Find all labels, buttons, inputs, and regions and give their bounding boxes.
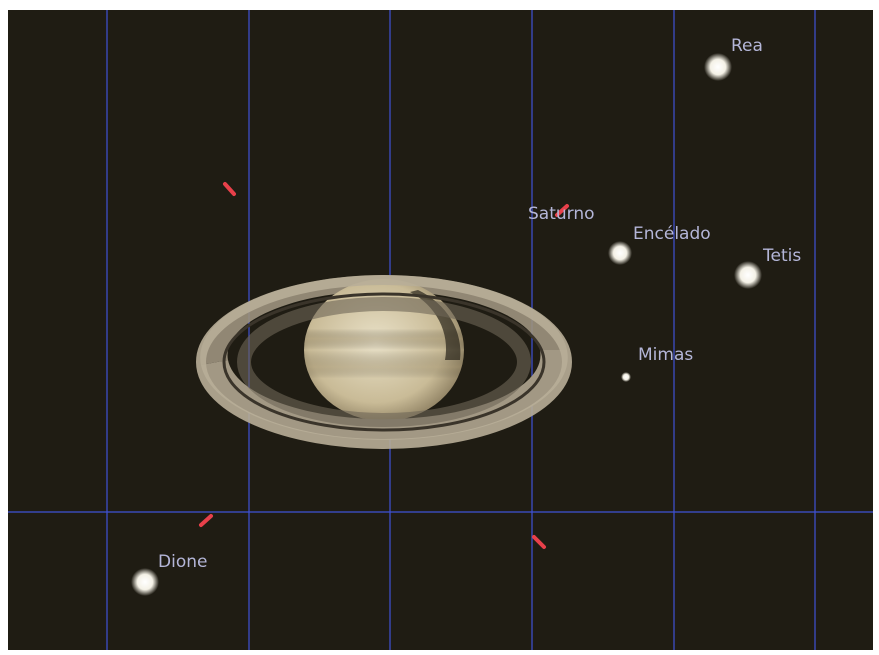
moon[interactable]	[608, 241, 632, 265]
moon[interactable]	[621, 372, 631, 382]
moon[interactable]	[734, 261, 762, 289]
markers	[199, 182, 569, 549]
saturn	[196, 275, 572, 449]
object-label: Dione	[158, 552, 207, 572]
object-label: Encélado	[633, 224, 711, 244]
object-label: Mimas	[638, 345, 693, 365]
moon[interactable]	[704, 53, 732, 81]
moon[interactable]	[131, 568, 159, 596]
object-label: Rea	[731, 36, 763, 56]
object-label: Tetis	[762, 246, 801, 266]
object-label: Saturno	[528, 204, 595, 224]
